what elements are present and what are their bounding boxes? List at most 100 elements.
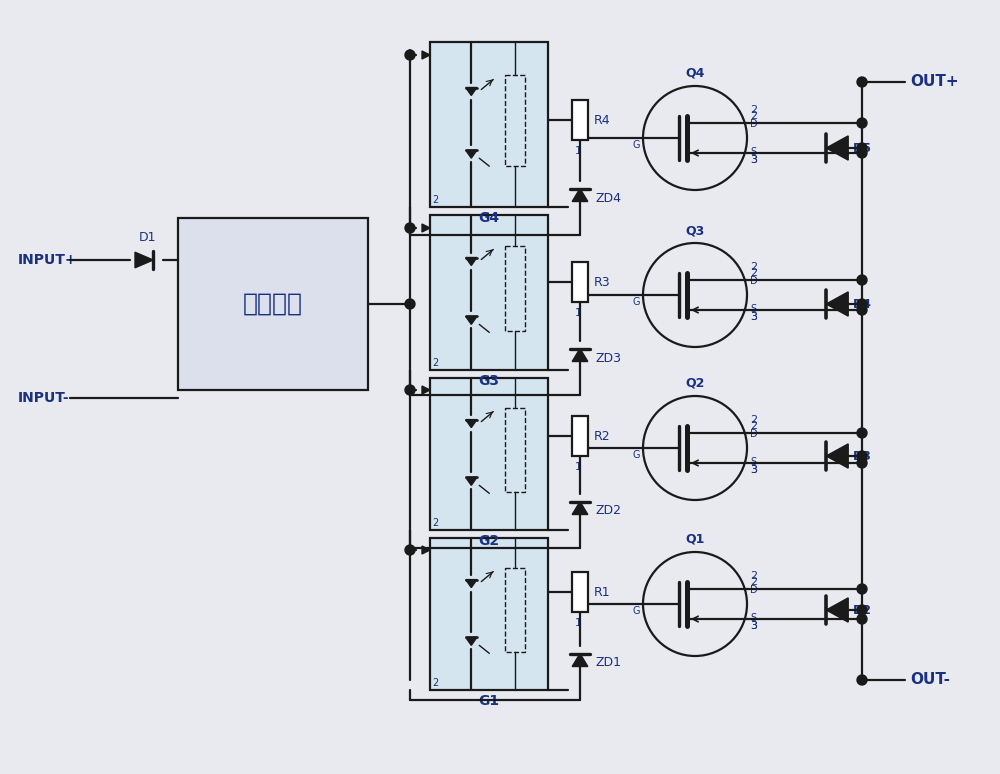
Text: 3: 3 (750, 312, 757, 322)
Polygon shape (572, 502, 588, 515)
Text: Q2: Q2 (685, 377, 705, 390)
Text: 3: 3 (750, 155, 757, 165)
Polygon shape (826, 136, 848, 160)
Text: G2: G2 (478, 534, 500, 548)
Bar (572, 572, 588, 612)
Polygon shape (572, 189, 588, 201)
Text: G: G (633, 297, 640, 307)
Text: R1: R1 (594, 585, 611, 598)
Polygon shape (826, 292, 848, 316)
Circle shape (857, 143, 867, 153)
Bar (505, 75, 525, 166)
Polygon shape (422, 386, 430, 394)
Polygon shape (135, 252, 153, 268)
Bar (430, 42, 548, 207)
Text: D: D (750, 119, 758, 129)
Bar (505, 246, 525, 331)
Text: D: D (750, 585, 758, 595)
Polygon shape (466, 317, 477, 324)
Polygon shape (572, 348, 588, 361)
Bar (430, 538, 548, 690)
Polygon shape (466, 150, 477, 158)
Text: 1: 1 (574, 146, 582, 156)
Text: R4: R4 (594, 114, 611, 126)
Text: ZD3: ZD3 (596, 351, 622, 365)
Text: OUT+: OUT+ (910, 74, 959, 90)
Text: Q1: Q1 (685, 533, 705, 546)
Polygon shape (422, 51, 430, 59)
Circle shape (857, 584, 867, 594)
Text: 1: 1 (574, 308, 582, 318)
Circle shape (405, 545, 415, 555)
Circle shape (405, 299, 415, 309)
Polygon shape (826, 444, 848, 468)
Circle shape (857, 458, 867, 468)
Circle shape (405, 385, 415, 395)
Text: D5: D5 (853, 142, 872, 155)
Text: 2: 2 (432, 358, 438, 368)
Text: S: S (750, 457, 756, 467)
Text: 恒流电路: 恒流电路 (243, 292, 303, 316)
Circle shape (857, 77, 867, 87)
Text: G1: G1 (478, 694, 500, 708)
Text: D3: D3 (853, 450, 872, 463)
Bar (572, 262, 588, 302)
Text: 2: 2 (432, 195, 438, 205)
Text: D1: D1 (139, 231, 157, 244)
Circle shape (857, 299, 867, 309)
Polygon shape (466, 637, 477, 646)
Text: ZD2: ZD2 (596, 505, 622, 518)
Polygon shape (572, 653, 588, 666)
Circle shape (857, 275, 867, 285)
Bar (572, 416, 588, 456)
Text: 2: 2 (750, 111, 757, 121)
Circle shape (405, 223, 415, 233)
Text: 2: 2 (750, 105, 757, 115)
Text: ZD4: ZD4 (596, 191, 622, 204)
Bar (178, 218, 368, 390)
Text: ZD1: ZD1 (596, 656, 622, 670)
Text: G: G (633, 450, 640, 460)
Circle shape (857, 614, 867, 624)
Text: 1: 1 (574, 462, 582, 472)
Bar (572, 100, 588, 140)
Text: D4: D4 (853, 297, 872, 310)
Text: R3: R3 (594, 276, 611, 289)
Circle shape (857, 118, 867, 128)
Bar (505, 409, 525, 492)
Text: S: S (750, 147, 756, 157)
Polygon shape (422, 546, 430, 554)
Text: D: D (750, 429, 758, 439)
Text: 1: 1 (574, 618, 582, 628)
Text: 3: 3 (750, 621, 757, 631)
Text: INPUT+: INPUT+ (18, 253, 78, 267)
Circle shape (857, 148, 867, 158)
Polygon shape (466, 258, 477, 265)
Text: 2: 2 (432, 678, 438, 688)
Text: 3: 3 (750, 312, 757, 322)
Text: 2: 2 (750, 421, 757, 431)
Text: 2: 2 (750, 577, 757, 587)
Text: 2: 2 (432, 518, 438, 528)
Text: INPUT-: INPUT- (18, 391, 70, 405)
Circle shape (857, 675, 867, 685)
Text: Q4: Q4 (685, 67, 705, 80)
Polygon shape (466, 420, 477, 427)
Text: S: S (750, 613, 756, 623)
Text: OUT-: OUT- (910, 673, 950, 687)
Text: R2: R2 (594, 430, 611, 443)
Text: D: D (750, 276, 758, 286)
Bar (430, 215, 548, 370)
Text: 3: 3 (750, 465, 757, 475)
Polygon shape (466, 580, 477, 587)
Text: G: G (633, 606, 640, 616)
Text: 2: 2 (750, 571, 757, 581)
Circle shape (857, 605, 867, 615)
Polygon shape (826, 598, 848, 622)
Text: 3: 3 (750, 155, 757, 165)
Circle shape (857, 451, 867, 461)
Text: 2: 2 (750, 268, 757, 278)
Polygon shape (466, 87, 477, 95)
Polygon shape (466, 478, 477, 485)
Polygon shape (422, 224, 430, 232)
